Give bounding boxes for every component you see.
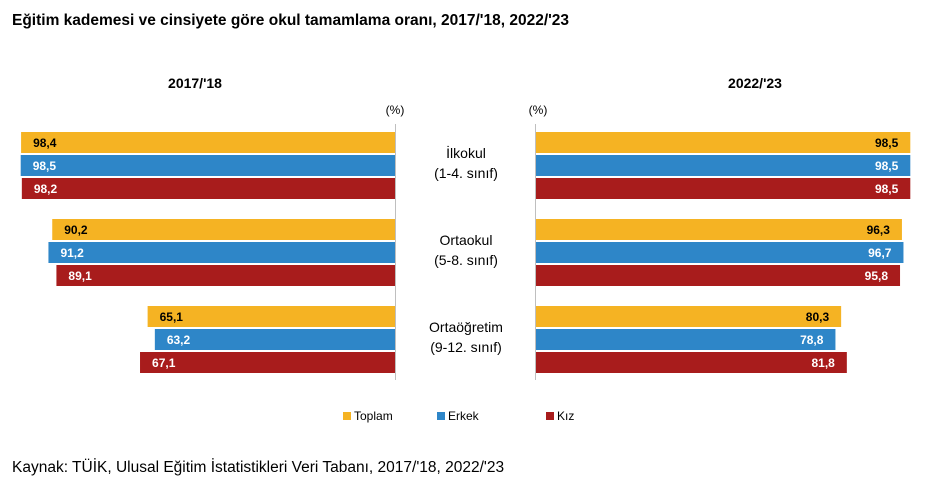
category-label: Ortaöğretim bbox=[429, 319, 503, 335]
legend-label: Erkek bbox=[448, 409, 480, 423]
bar-left-kız bbox=[56, 265, 396, 286]
bar-right-toplam bbox=[536, 132, 911, 153]
legend-swatch-erkek bbox=[437, 412, 445, 420]
data-label-left: 67,1 bbox=[152, 356, 176, 370]
category-label: Ortaokul bbox=[440, 232, 493, 248]
bar-right-erkek bbox=[536, 155, 911, 176]
data-label-left: 90,2 bbox=[64, 223, 88, 237]
category-sublabel: (5-8. sınıf) bbox=[434, 252, 498, 268]
data-label-right: 81,8 bbox=[811, 356, 835, 370]
data-label-left: 98,5 bbox=[33, 159, 57, 173]
category-label: İlkokul bbox=[446, 144, 486, 161]
chart-title: Eğitim kademesi ve cinsiyete göre okul t… bbox=[12, 12, 570, 29]
data-label-right: 78,8 bbox=[800, 333, 824, 347]
bar-right-kız bbox=[536, 352, 847, 373]
category-sublabel: (9-12. sınıf) bbox=[430, 339, 502, 355]
legend-label: Toplam bbox=[354, 409, 393, 423]
data-label-left: 65,1 bbox=[160, 310, 184, 324]
data-label-right: 96,7 bbox=[868, 246, 892, 260]
data-label-right: 80,3 bbox=[806, 310, 830, 324]
legend-label: Kız bbox=[557, 409, 574, 423]
bar-left-erkek bbox=[154, 329, 395, 350]
data-label-right: 98,5 bbox=[875, 136, 899, 150]
category-sublabel: (1-4. sınıf) bbox=[434, 165, 498, 181]
bar-left-toplam bbox=[21, 132, 396, 153]
bar-right-toplam bbox=[536, 219, 902, 240]
data-label-left: 89,1 bbox=[68, 269, 92, 283]
data-label-right: 96,3 bbox=[867, 223, 891, 237]
panel-title-right: 2022/'23 bbox=[728, 75, 782, 91]
bar-right-kız bbox=[536, 178, 911, 199]
data-label-left: 91,2 bbox=[60, 246, 84, 260]
data-label-right: 98,5 bbox=[875, 159, 899, 173]
bar-right-erkek bbox=[536, 242, 904, 263]
bar-left-toplam bbox=[52, 219, 396, 240]
source-note: Kaynak: TÜİK, Ulusal Eğitim İstatistikle… bbox=[12, 459, 505, 476]
data-label-right: 98,5 bbox=[875, 182, 899, 196]
bar-left-erkek bbox=[48, 242, 395, 263]
bar-right-erkek bbox=[536, 329, 836, 350]
legend-swatch-toplam bbox=[343, 412, 351, 420]
data-label-left: 98,4 bbox=[33, 136, 57, 150]
data-label-left: 98,2 bbox=[34, 182, 58, 196]
data-label-right: 95,8 bbox=[865, 269, 889, 283]
bar-right-kız bbox=[536, 265, 901, 286]
bar-left-erkek bbox=[20, 155, 395, 176]
bar-left-kız bbox=[140, 352, 395, 373]
unit-label-right: (%) bbox=[529, 103, 548, 117]
bar-left-kız bbox=[21, 178, 396, 199]
bar-right-toplam bbox=[536, 306, 842, 327]
panel-title-left: 2017/'18 bbox=[168, 75, 222, 91]
legend-swatch-kız bbox=[546, 412, 554, 420]
unit-label-left: (%) bbox=[386, 103, 405, 117]
data-label-left: 63,2 bbox=[167, 333, 191, 347]
bar-left-toplam bbox=[147, 306, 395, 327]
